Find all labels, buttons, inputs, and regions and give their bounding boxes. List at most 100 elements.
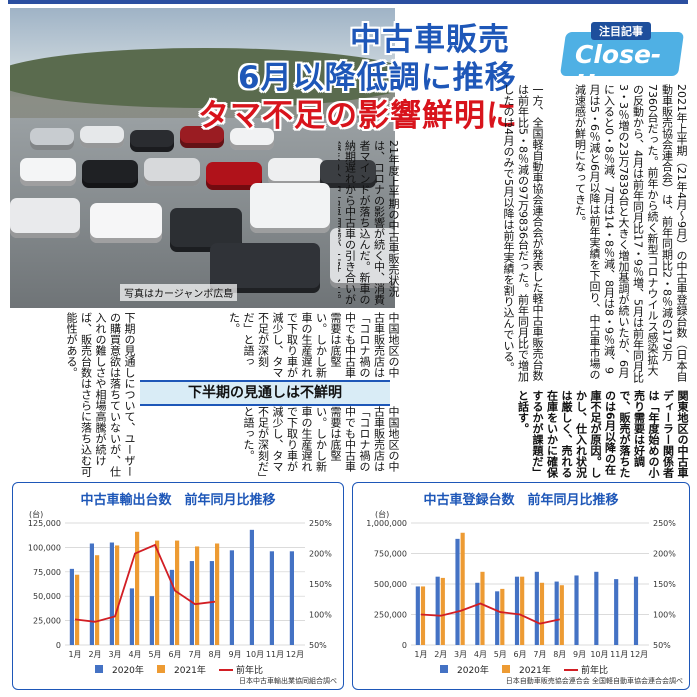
x-tick-label: 9月 bbox=[228, 650, 241, 659]
bar-2020 bbox=[475, 582, 480, 645]
y2-tick-label: 200% bbox=[309, 550, 332, 559]
headline-line-3: タマ不足の影響鮮明に bbox=[198, 98, 518, 134]
legend-swatch bbox=[440, 665, 448, 673]
y-tick-label: 0 bbox=[56, 641, 61, 650]
article-column-c: 21年度上半期の中古車販売状況は、コロナの影響が続く中、消費者マインドが落ち込ん… bbox=[338, 140, 400, 310]
subhead: 下半期の見通しは不鮮明 bbox=[140, 380, 390, 406]
article-text-g: 中国地区の中古車販売店は「コロナ禍の中でも中古車需要は底堅い。しかし新車の生産遅… bbox=[242, 406, 400, 478]
bar-2020 bbox=[269, 551, 274, 645]
photo-car bbox=[330, 228, 395, 288]
y-tick-label: 125,000 bbox=[28, 519, 61, 528]
x-tick-label: 10月 bbox=[246, 650, 264, 659]
x-tick-label: 10月 bbox=[590, 650, 608, 659]
bar-2021 bbox=[215, 543, 220, 645]
photo-car bbox=[82, 160, 138, 188]
y2-tick-label: 150% bbox=[653, 580, 676, 589]
photo-car bbox=[230, 128, 274, 150]
legend-label: 2021年 bbox=[174, 664, 206, 676]
bar-2020 bbox=[514, 576, 520, 645]
bar-2020 bbox=[534, 571, 539, 645]
registration-chart: 中古車登録台数 前年同月比推移 (台) 0 250,000 500,000 750,00… bbox=[352, 482, 690, 690]
bar-2020 bbox=[209, 561, 214, 645]
article-text-a: 2021年上半期（21年4月〜9月）の中古車登録台数（日本自動車販売協会連合会）… bbox=[573, 84, 689, 383]
x-tick-label: 12月 bbox=[286, 650, 304, 659]
bar-2021 bbox=[115, 545, 120, 645]
bar-2020 bbox=[289, 551, 294, 645]
x-tick-label: 11月 bbox=[266, 650, 284, 659]
y-tick-label: 500,000 bbox=[374, 580, 407, 589]
x-tick-label: 1月 bbox=[68, 650, 81, 659]
badge-word: Close-Up bbox=[575, 40, 662, 98]
x-tick-label: 8月 bbox=[553, 650, 566, 659]
bar-2020 bbox=[89, 543, 94, 645]
y-tick-label: 250,000 bbox=[374, 611, 407, 620]
article-text-f: 下期の見通しについて、ユーザーの購買意欲は落ちていないが、仕入れの難しさや相場高… bbox=[65, 312, 136, 477]
export-chart-title: 中古車輸出台数 前年同月比推移 bbox=[80, 493, 276, 508]
legend-swatch bbox=[157, 665, 165, 673]
x-tick-label: 5月 bbox=[494, 650, 507, 659]
bar-2021 bbox=[135, 531, 140, 645]
bar-2021 bbox=[520, 576, 525, 645]
bar-2021 bbox=[460, 532, 465, 645]
article-column-a: 2021年上半期（21年4月〜9月）の中古車登録台数（日本自動車販売協会連合会）… bbox=[548, 84, 689, 384]
bar-2020 bbox=[594, 571, 599, 645]
x-tick-label: 5月 bbox=[148, 650, 161, 659]
close-up-badge: 注目記事 Close-Up bbox=[545, 22, 685, 98]
photo-car bbox=[10, 198, 80, 238]
article-column-b: 一方、全国軽自動車協会連合会が発表した軽中古車販売台数は前年比5・8％減の97万… bbox=[404, 84, 544, 384]
x-tick-label: 4月 bbox=[128, 650, 141, 659]
x-tick-label: 2月 bbox=[434, 650, 447, 659]
bar-2020 bbox=[435, 576, 440, 645]
photo-car bbox=[250, 183, 330, 233]
x-tick-label: 11月 bbox=[610, 650, 628, 659]
bar-2020 bbox=[109, 542, 114, 645]
bar-2021 bbox=[480, 571, 485, 645]
badge-tag: 注目記事 bbox=[591, 22, 651, 40]
article-text-d: 関東地区の中古車ディーラー関係者は「年度始めの小売り需要は好調で、販売が落ちたの… bbox=[516, 390, 690, 478]
photo-car bbox=[20, 158, 76, 186]
export-chart-svg: (台) 0 25,000 50,000 75,000 100,000 125,000 50% 1… bbox=[28, 509, 332, 676]
x-tick-label: 12月 bbox=[630, 650, 648, 659]
photo-caption: 写真はカージャンボ広島 bbox=[120, 284, 238, 301]
x-tick-label: 3月 bbox=[454, 650, 467, 659]
bar-2021 bbox=[75, 574, 80, 645]
bar-2020 bbox=[614, 579, 619, 645]
bar-2020 bbox=[415, 586, 420, 645]
bar-2021 bbox=[500, 588, 505, 645]
ratio-line bbox=[74, 543, 216, 623]
y2-tick-label: 100% bbox=[309, 611, 332, 620]
x-tick-label: 7月 bbox=[533, 650, 546, 659]
x-tick-label: 7月 bbox=[188, 650, 201, 659]
y2-tick-label: 200% bbox=[653, 550, 676, 559]
y2-tick-label: 100% bbox=[653, 611, 676, 620]
photo-car bbox=[320, 160, 376, 188]
ratio-line bbox=[420, 602, 560, 625]
registration-chart-svg: (台) 0 250,000 500,000 750,000 1,000,000 50% 100… bbox=[366, 509, 676, 676]
y-tick-label: 50,000 bbox=[33, 592, 61, 601]
y-tick-label: 100,000 bbox=[28, 543, 61, 552]
bar-2021 bbox=[95, 555, 100, 645]
bar-2020 bbox=[69, 568, 74, 645]
article-column-f: 下期の見通しについて、ユーザーの購買意欲は落ちていないが、仕入れの難しさや相場高… bbox=[10, 312, 136, 478]
bar-2021 bbox=[420, 586, 426, 645]
bar-2020 bbox=[129, 588, 134, 645]
article-column-e: 中国地区の中古車販売店は「コロナ禍の中でも中古車需要は底堅い。しかし新車の生産遅… bbox=[140, 312, 401, 378]
photo-car bbox=[180, 126, 224, 148]
bar-2020 bbox=[249, 529, 254, 645]
legend-label: 前年比 bbox=[581, 664, 608, 676]
headline-line-2: 6月以降低調に推移 bbox=[238, 60, 517, 96]
y2-tick-label: 250% bbox=[309, 519, 332, 528]
bar-2020 bbox=[455, 538, 460, 645]
bar-2021 bbox=[539, 582, 545, 645]
bar-2021 bbox=[559, 585, 564, 645]
registration-chart-source: 日本自動車販売協会連合会 全国軽自動車協会連合会調べ bbox=[505, 677, 683, 685]
photo-car bbox=[30, 128, 74, 150]
y2-tick-label: 250% bbox=[653, 519, 676, 528]
export-chart-source: 日本中古車輸出業協同組合調べ bbox=[239, 677, 337, 685]
bar-2021 bbox=[440, 577, 445, 645]
chart-unit: (台) bbox=[29, 509, 43, 519]
x-tick-label: 4月 bbox=[474, 650, 487, 659]
x-tick-label: 9月 bbox=[573, 650, 586, 659]
article-text-c: 21年度上半期の中古車販売状況は、コロナの影響が続く中、消費者マインドが落ち込ん… bbox=[338, 140, 400, 305]
bar-2020 bbox=[229, 550, 234, 645]
